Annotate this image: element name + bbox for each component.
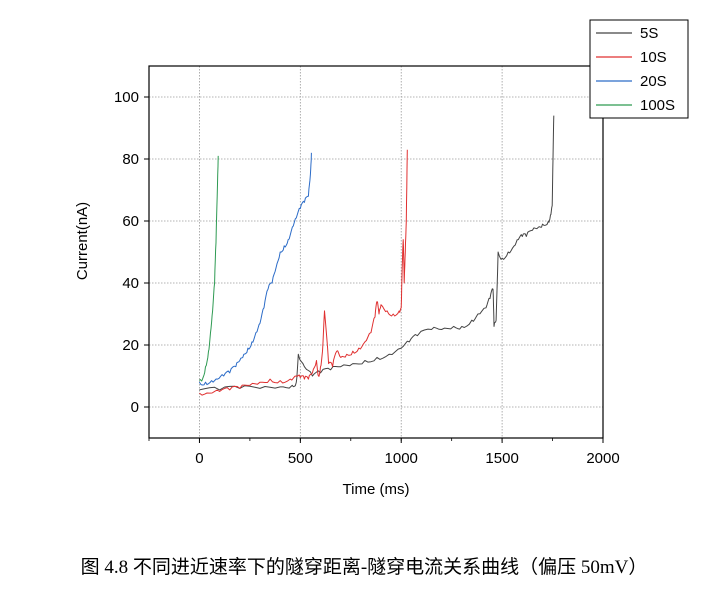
axis-ticks: 0 500 1000 1500 2000 0 20 40 60 80 100 xyxy=(114,89,620,467)
y-tick-label: 60 xyxy=(122,213,139,230)
x-tick-label: 0 xyxy=(195,450,203,467)
figure-caption: 图 4.8 不同进近速率下的隧穿距离-隧穿电流关系曲线（偏压 50mV） xyxy=(80,557,648,578)
series-line-20S xyxy=(198,152,312,386)
chart: 0 500 1000 1500 2000 0 20 40 60 80 100 Time (ms) C… xyxy=(74,19,689,498)
x-tick-label: 500 xyxy=(288,450,313,467)
y-tick-label: 0 xyxy=(131,399,139,416)
y-tick-label: 20 xyxy=(122,337,139,354)
grid-lines xyxy=(149,66,604,438)
legend-label: 100S xyxy=(640,97,675,114)
y-tick-label: 40 xyxy=(122,275,139,292)
x-tick-label: 2000 xyxy=(586,450,619,467)
legend-label: 5S xyxy=(640,25,658,42)
series-line-10S xyxy=(199,149,408,396)
x-axis-label: Time (ms) xyxy=(343,481,410,498)
series-line-100S xyxy=(198,155,219,382)
legend: 5S 10S 20S 100S xyxy=(589,19,689,119)
plot-frame xyxy=(148,65,604,439)
x-tick-label: 1000 xyxy=(385,450,418,467)
legend-label: 20S xyxy=(640,73,667,90)
series-lines xyxy=(198,115,555,396)
legend-label: 10S xyxy=(640,49,667,66)
y-tick-label: 80 xyxy=(122,151,139,168)
series-line-5S xyxy=(199,115,555,391)
y-axis-label: Current(nA) xyxy=(74,202,91,280)
legend-box xyxy=(589,19,689,119)
x-tick-label: 1500 xyxy=(485,450,518,467)
y-tick-label: 100 xyxy=(114,89,139,106)
